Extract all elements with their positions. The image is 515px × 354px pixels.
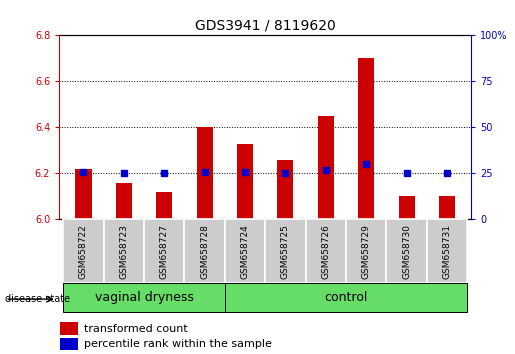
Bar <box>156 192 173 219</box>
Text: GSM658729: GSM658729 <box>362 224 371 279</box>
Bar <box>75 169 92 219</box>
Text: GSM658727: GSM658727 <box>160 224 169 279</box>
Text: GSM658722: GSM658722 <box>79 224 88 279</box>
Bar <box>427 219 467 283</box>
Text: percentile rank within the sample: percentile rank within the sample <box>84 339 272 349</box>
Bar <box>63 219 104 283</box>
Bar <box>144 219 184 283</box>
Text: GSM658723: GSM658723 <box>119 224 128 279</box>
Text: GSM658726: GSM658726 <box>321 224 330 279</box>
Bar <box>439 196 455 219</box>
Text: vaginal dryness: vaginal dryness <box>95 291 194 304</box>
Bar <box>63 283 225 312</box>
Bar <box>184 219 225 283</box>
Bar <box>104 219 144 283</box>
Bar <box>318 116 334 219</box>
Bar <box>60 338 78 350</box>
Bar <box>386 219 427 283</box>
Text: disease state: disease state <box>5 294 70 304</box>
Text: GSM658731: GSM658731 <box>442 224 452 279</box>
Bar <box>358 58 374 219</box>
Text: transformed count: transformed count <box>84 324 188 333</box>
Bar <box>225 219 265 283</box>
Bar <box>346 219 386 283</box>
Text: GSM658725: GSM658725 <box>281 224 290 279</box>
Bar <box>197 127 213 219</box>
Text: GSM658730: GSM658730 <box>402 224 411 279</box>
Bar <box>237 143 253 219</box>
Text: control: control <box>324 291 368 304</box>
Bar <box>60 322 78 335</box>
Text: GSM658724: GSM658724 <box>241 224 250 279</box>
Title: GDS3941 / 8119620: GDS3941 / 8119620 <box>195 19 336 33</box>
Text: GSM658728: GSM658728 <box>200 224 209 279</box>
Bar <box>116 183 132 219</box>
Bar <box>399 196 415 219</box>
Bar <box>265 219 305 283</box>
Bar <box>278 160 294 219</box>
Bar <box>225 283 467 312</box>
Bar <box>305 219 346 283</box>
